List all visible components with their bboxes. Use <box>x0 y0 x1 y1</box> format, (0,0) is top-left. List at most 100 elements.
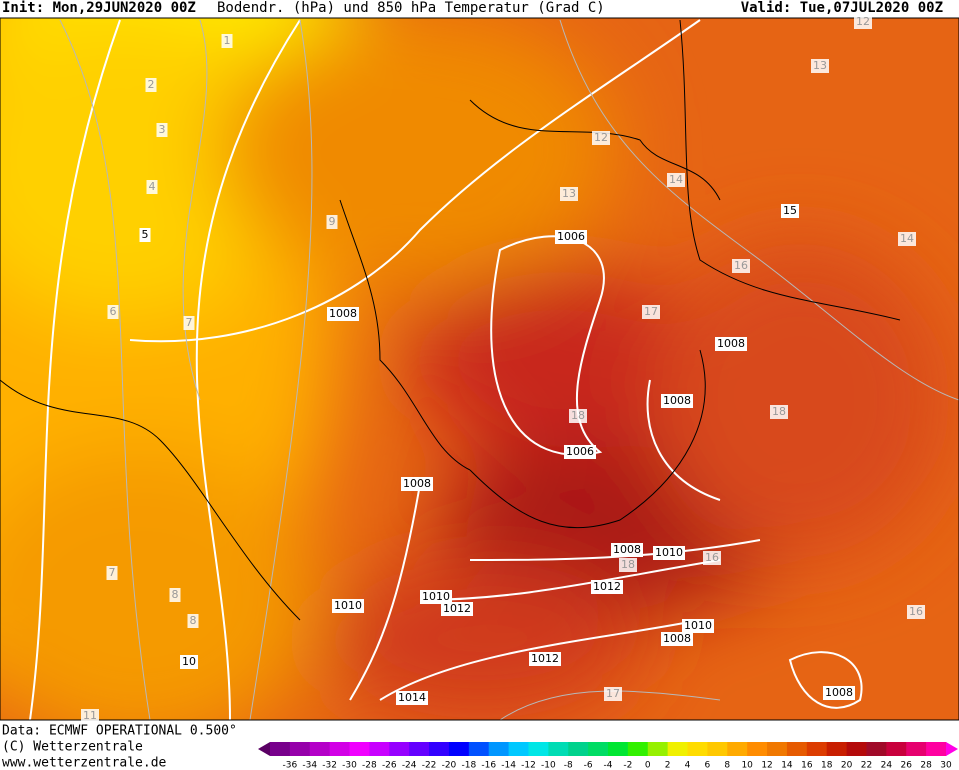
isobar-label-box <box>555 230 587 244</box>
isotherm-label-box <box>183 316 195 330</box>
legend-tick-label: -20 <box>442 761 457 770</box>
isobar-label: 1008 <box>663 394 691 407</box>
legend-tick-label: 26 <box>901 761 913 770</box>
isobar-label: 1010 <box>422 590 450 603</box>
legend-tick-label: -28 <box>362 761 377 770</box>
isotherm-label: 13 <box>562 187 576 200</box>
isotherm-label: 16 <box>705 551 719 564</box>
isotherm-label: 1 <box>224 34 231 47</box>
isotherm-label-box <box>187 614 199 628</box>
isobar-label-box <box>420 590 452 604</box>
isotherm-label: 9 <box>329 215 336 228</box>
legend-swatch <box>747 742 768 756</box>
legend-swatch <box>349 742 370 756</box>
coastlines <box>0 19 901 621</box>
legend-tick-label: -10 <box>541 761 556 770</box>
isotherm-label-box <box>81 709 99 723</box>
legend-tick-label: -34 <box>302 761 317 770</box>
legend-swatch <box>329 742 351 756</box>
isobar-label-box <box>661 632 693 646</box>
legend-swatch <box>866 742 887 756</box>
legend-swatch <box>528 742 549 756</box>
isotherm-label: 18 <box>571 409 585 422</box>
isobar-label: 1006 <box>557 230 585 243</box>
isobar-label: 1006 <box>566 445 594 458</box>
legend-tick-label: -32 <box>322 761 337 770</box>
legend-tick-label: 12 <box>761 761 772 770</box>
isobar-label-box <box>653 546 685 560</box>
isobar-label: 1008 <box>825 686 853 699</box>
legend-arrow <box>258 742 270 756</box>
legend-arrow <box>946 742 958 756</box>
legend-swatch <box>389 742 410 756</box>
legend-swatch <box>548 742 569 756</box>
legend-tick-label: -14 <box>501 761 516 770</box>
legend-swatch <box>926 742 947 756</box>
isobar-label: 1008 <box>717 337 745 350</box>
isobar-label: 1012 <box>593 580 621 593</box>
isobar-label-box <box>591 580 623 594</box>
isotherm-label: 17 <box>606 687 620 700</box>
legend-tick-label: 4 <box>685 761 691 770</box>
legend-tick-label: -18 <box>461 761 476 770</box>
isobar-label: 1010 <box>334 599 362 612</box>
isotherm-label-box <box>811 59 829 73</box>
legend-tick-label: 0 <box>645 761 651 770</box>
legend-swatch <box>886 742 907 756</box>
legend-tick-label: -6 <box>584 761 593 770</box>
legend-swatch <box>627 742 649 756</box>
data-source: Data: ECMWF OPERATIONAL 0.500° <box>2 724 237 739</box>
isotherm-label-box <box>106 566 118 580</box>
legend-swatch <box>429 742 450 756</box>
legend-swatch <box>409 742 430 756</box>
isotherm-label-box <box>107 305 119 319</box>
legend-swatch <box>588 742 609 756</box>
legend-tick-label: 10 <box>741 761 753 770</box>
isotherm-label-box <box>156 123 168 137</box>
legend-swatch <box>786 742 808 756</box>
legend-tick-label: 8 <box>724 761 730 770</box>
isotherm-label: 7 <box>186 316 193 329</box>
contour-label: 15 <box>783 204 797 217</box>
legend-swatch <box>468 742 490 756</box>
isotherm-label-box <box>221 34 233 48</box>
isotherm-label-box <box>703 551 721 565</box>
isotherm-label: 13 <box>813 59 827 72</box>
website: www.wetterzentrale.de <box>2 756 167 770</box>
init-time: Init: Mon,29JUN2020 00Z <box>2 0 196 16</box>
isobar-label-box <box>661 394 693 408</box>
isobar-label: 1010 <box>655 546 683 559</box>
legend-swatch <box>667 742 689 756</box>
legend-swatch <box>608 742 629 756</box>
isobar-label-box <box>441 602 473 616</box>
legend-swatch <box>488 742 510 756</box>
legend-tick-label: 6 <box>705 761 711 770</box>
contour-label: 10 <box>182 655 196 668</box>
isobar-label: 1010 <box>684 619 712 632</box>
legend-swatch <box>568 742 589 756</box>
isotherm-label-box <box>145 78 157 92</box>
legend-tick-label: 30 <box>940 761 952 770</box>
isotherm-label: 18 <box>621 558 635 571</box>
legend-tick-label: -36 <box>283 761 298 770</box>
isobar-label-box <box>396 691 428 705</box>
legend-swatch <box>647 742 669 756</box>
legend-tick-label: 24 <box>881 761 893 770</box>
isobar-label: 1008 <box>403 477 431 490</box>
isotherm-label: 8 <box>172 588 179 601</box>
isotherm-label-box <box>569 409 587 423</box>
isotherm-label: 2 <box>148 78 155 91</box>
isobar-label: 1008 <box>663 632 691 645</box>
contour-label-box <box>180 655 198 669</box>
legend-swatch <box>687 742 708 756</box>
isotherm-label-box <box>898 232 916 246</box>
isotherm-label: 18 <box>772 405 786 418</box>
isotherm-label: 6 <box>110 305 117 318</box>
isotherm-label-box <box>169 588 181 602</box>
isotherm-label-box <box>619 558 637 572</box>
legend-swatch <box>289 742 311 756</box>
isobar-label: 1014 <box>398 691 426 704</box>
valid-time: Valid: Tue,07JUL2020 00Z <box>741 0 943 16</box>
isotherm-label-box <box>854 15 872 29</box>
legend-tick-label: -4 <box>604 761 613 770</box>
